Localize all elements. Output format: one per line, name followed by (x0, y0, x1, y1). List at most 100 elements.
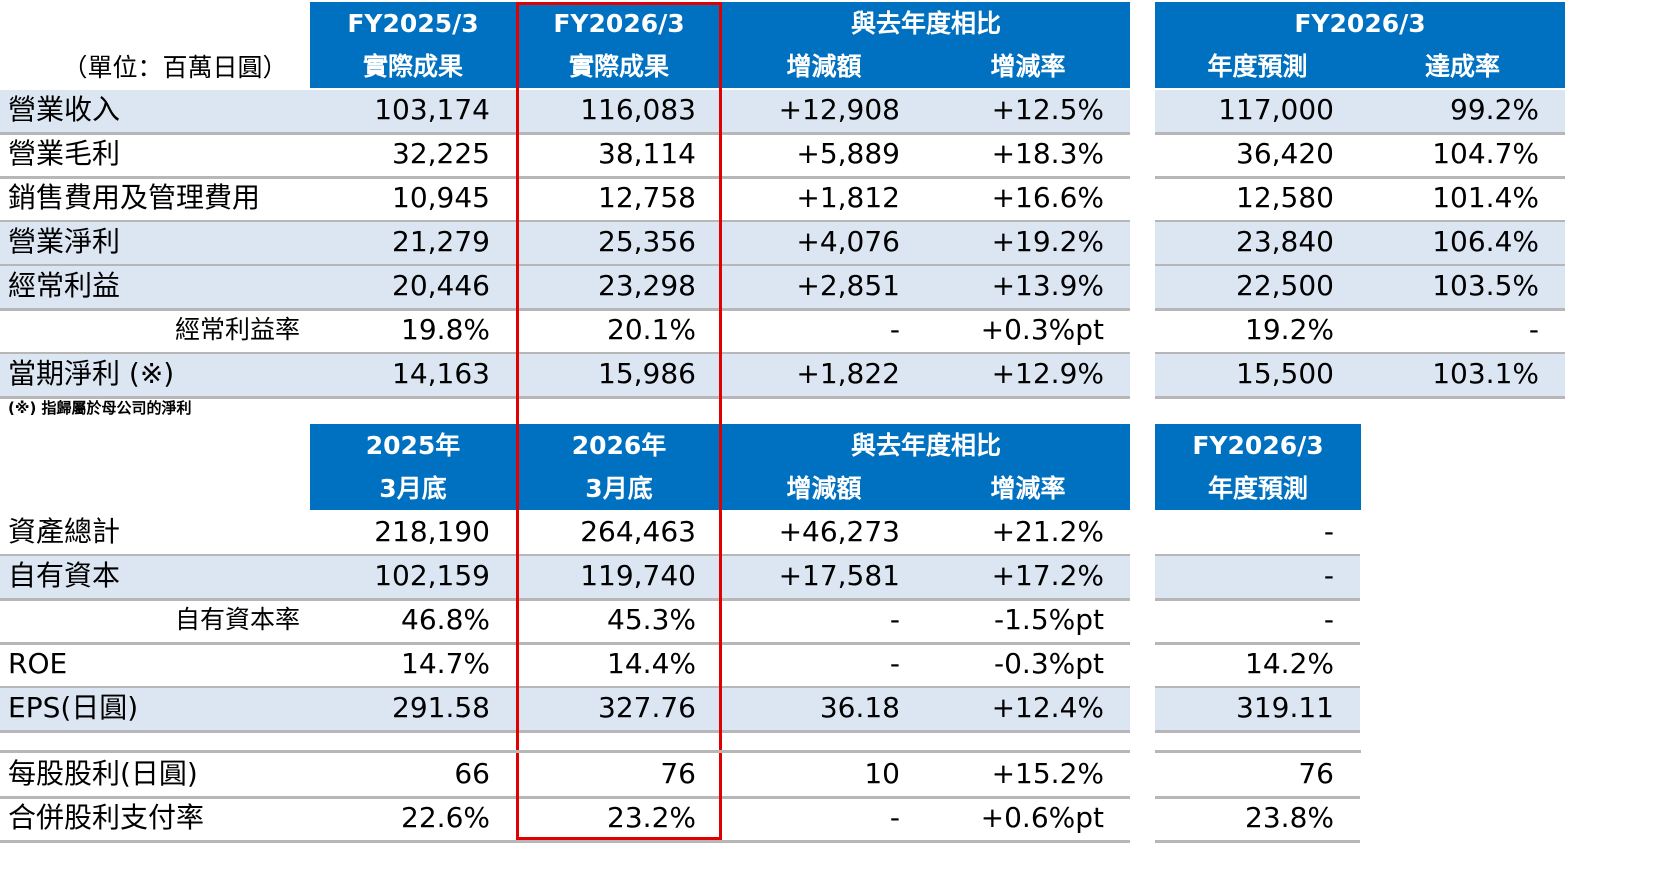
t1-row-6-fy2025: 14,163 (310, 354, 516, 396)
t2-row-3-forecast: 14.2% (1245, 647, 1334, 680)
t2-row-2-label: 自有資本率 (174, 605, 300, 634)
t1-forecast-divider (1155, 396, 1565, 399)
t1-footnote: (※) 指歸屬於母公司的淨利 (8, 399, 192, 417)
t2-section-divider (0, 750, 1130, 753)
t1-row-5-label: 經常利益率 (174, 315, 300, 344)
t2-forecast-col-header: 年度預測 (1207, 474, 1308, 503)
t2-row-4-fy2025: 291.58 (310, 688, 516, 730)
t1-row-divider (0, 220, 1130, 223)
t1-row-4-achieve: 103.5% (1360, 266, 1565, 308)
t2-row-divider (0, 796, 1130, 799)
t1-row-divider (0, 176, 1130, 179)
t1-row-5-diff: - (889, 313, 900, 346)
t1-row-2-diff: +1,812 (796, 181, 900, 214)
t1-row-4-rate: +13.9% (926, 266, 1130, 308)
t1-row-3-label: 營業淨利 (0, 222, 310, 264)
t2-row-6-fy2026: 23.2% (607, 801, 696, 834)
t1-row-1-label: 營業毛利 (8, 137, 121, 170)
t1-row-1-forecast: 36,420 (1236, 137, 1334, 170)
t1-compare-title: 與去年度相比 (850, 9, 1001, 38)
t2-compare-header: 與去年度相比 增減額 增減率 (722, 424, 1130, 510)
t1-row-4-forecast: 22,500 (1155, 266, 1360, 308)
t2-row-1-label: 自有資本 (0, 556, 310, 598)
t2-row-6-label: 合併股利支付率 (8, 801, 205, 834)
fy2026-highlight-box (516, 2, 722, 840)
t2-row-2-fy2026: 45.3% (607, 603, 696, 636)
t2-row-divider (0, 554, 1130, 557)
t1-row-6-forecast: 15,500 (1155, 354, 1360, 396)
t2-row-3-rate: -0.3%pt (994, 647, 1104, 680)
t1-row-1-achieve: 104.7% (1432, 137, 1539, 170)
t1-rate-header: 增減率 (990, 52, 1066, 81)
t2-row-5-rate: +15.2% (991, 757, 1104, 790)
t2-row-5-fy2026: 76 (660, 757, 696, 790)
t1-row-4-fy2026: 23,298 (516, 266, 722, 308)
t2-row-4-fy2026: 327.76 (516, 688, 722, 730)
t2-row-2-forecast: - (1323, 603, 1334, 636)
t1-col-fy2026-sub: 實際成果 (568, 52, 669, 81)
t2-row-1-rate: +17.2% (926, 556, 1130, 598)
t1-col-fy2026-year: FY2026/3 (553, 9, 685, 38)
t1-row-6-achieve: 103.1% (1360, 354, 1565, 396)
t1-row-1-rate: +18.3% (991, 137, 1104, 170)
t2-forecast-divider (1155, 796, 1360, 799)
t2-row-divider (0, 686, 1130, 689)
t1-row-6-rate: +12.9% (926, 354, 1130, 396)
t1-row-2-forecast: 12,580 (1236, 181, 1334, 214)
t1-row-3-fy2026: 25,356 (516, 222, 722, 264)
t2-section-divider-forecast (1155, 750, 1361, 753)
t1-col-fy2025-sub: 實際成果 (362, 52, 463, 81)
t1-row-0-diff: +12,908 (722, 90, 926, 132)
t2-row-2-fy2025: 46.8% (401, 603, 490, 636)
t2-forecast-divider (1155, 598, 1360, 601)
t1-row-1-fy2026: 38,114 (598, 137, 696, 170)
t2-row-4-rate: +12.4% (926, 688, 1130, 730)
t1-row-2-label: 銷售費用及管理費用 (8, 181, 261, 214)
t2-row-5-diff: 10 (864, 757, 900, 790)
t1-diff-header: 增減額 (786, 52, 862, 81)
t2-col-2025-sub: 3月底 (379, 474, 447, 503)
t2-forecast-divider (1155, 730, 1360, 733)
t2-col-2025-year: 2025年 (365, 431, 461, 460)
t2-row-divider (0, 730, 1130, 733)
t2-row-divider (0, 840, 1130, 843)
t2-forecast-divider (1155, 840, 1360, 843)
t1-row-5-forecast: 19.2% (1245, 313, 1334, 346)
t2-row-6-rate: +0.6%pt (980, 801, 1104, 834)
t1-row-1-fy2025: 32,225 (392, 137, 490, 170)
t1-forecast-divider (1155, 132, 1565, 135)
t2-forecast-divider (1155, 686, 1360, 689)
t2-row-divider (0, 598, 1130, 601)
t1-forecast-divider (1155, 176, 1565, 179)
t1-row-2-rate: +16.6% (991, 181, 1104, 214)
t2-forecast-divider (1155, 642, 1360, 645)
t2-row-0-rate: +21.2% (991, 515, 1104, 548)
t2-row-1-forecast: - (1155, 556, 1360, 598)
t2-row-2-rate: -1.5%pt (994, 603, 1104, 636)
t2-compare-title: 與去年度相比 (850, 431, 1001, 460)
t2-row-3-fy2026: 14.4% (607, 647, 696, 680)
t1-row-3-rate: +19.2% (926, 222, 1130, 264)
t1-row-divider (0, 308, 1130, 311)
unit-label: （單位：百萬日圓） (62, 53, 288, 82)
t1-compare-header: 與去年度相比 增減額 增減率 (722, 2, 1130, 88)
t2-row-5-fy2025: 66 (454, 757, 490, 790)
t2-row-3-diff: - (889, 647, 900, 680)
t1-forecast-header: FY2026/3 年度預測 達成率 (1155, 2, 1565, 88)
t1-row-0-label: 營業收入 (0, 90, 310, 132)
t2-row-divider (0, 642, 1130, 645)
t1-row-0-fy2026: 116,083 (516, 90, 722, 132)
t1-forecast-divider (1155, 264, 1565, 267)
t1-forecast-col-header: 年度預測 (1207, 52, 1308, 81)
t1-achieve-col-header: 達成率 (1424, 52, 1500, 81)
t2-row-0-fy2025: 218,190 (374, 515, 490, 548)
t1-row-3-achieve: 106.4% (1360, 222, 1565, 264)
t2-row-4-forecast: 319.11 (1155, 688, 1360, 730)
t1-row-divider (0, 264, 1130, 267)
t1-forecast-title: FY2026/3 (1294, 9, 1426, 38)
t2-forecast-title: FY2026/3 (1192, 431, 1324, 460)
t1-row-2-fy2026: 12,758 (598, 181, 696, 214)
t1-row-4-diff: +2,851 (722, 266, 926, 308)
t1-row-1-diff: +5,889 (796, 137, 900, 170)
t1-row-4-fy2025: 20,446 (310, 266, 516, 308)
